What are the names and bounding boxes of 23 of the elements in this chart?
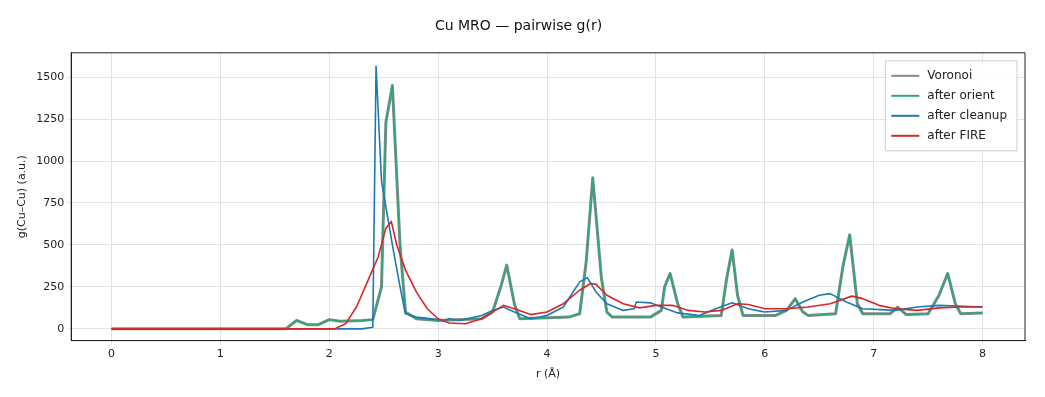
x-tick-label: 8: [979, 347, 987, 361]
y-tick-label: 0: [57, 321, 65, 335]
legend-label: after orient: [927, 87, 996, 102]
x-tick-label: 6: [761, 347, 769, 361]
y-tick-label: 1000: [36, 153, 65, 167]
x-tick-label: 7: [870, 347, 878, 361]
chart-title: Cu MRO — pairwise g(r): [434, 17, 603, 34]
x-tick-label: 3: [434, 347, 442, 361]
x-tick-label: 0: [107, 347, 115, 361]
y-tick-label: 1250: [36, 111, 65, 125]
y-axis-title: g(Cu–Cu) (a.u.): [15, 155, 29, 239]
legend-label: after FIRE: [927, 127, 986, 142]
x-tick-label: 2: [325, 347, 333, 361]
x-tick-label: 1: [216, 347, 224, 361]
y-tick-label: 750: [43, 195, 65, 209]
y-tick-label: 500: [43, 237, 65, 251]
y-tick-label: 250: [43, 279, 65, 293]
legend-label: after cleanup: [927, 107, 1007, 122]
x-tick-label: 5: [652, 347, 660, 361]
legend-label: Voronoi: [927, 67, 973, 82]
x-axis-title: r (Å): [536, 367, 561, 381]
y-tick-label: 1500: [36, 69, 65, 83]
x-tick-label: 4: [543, 347, 551, 361]
